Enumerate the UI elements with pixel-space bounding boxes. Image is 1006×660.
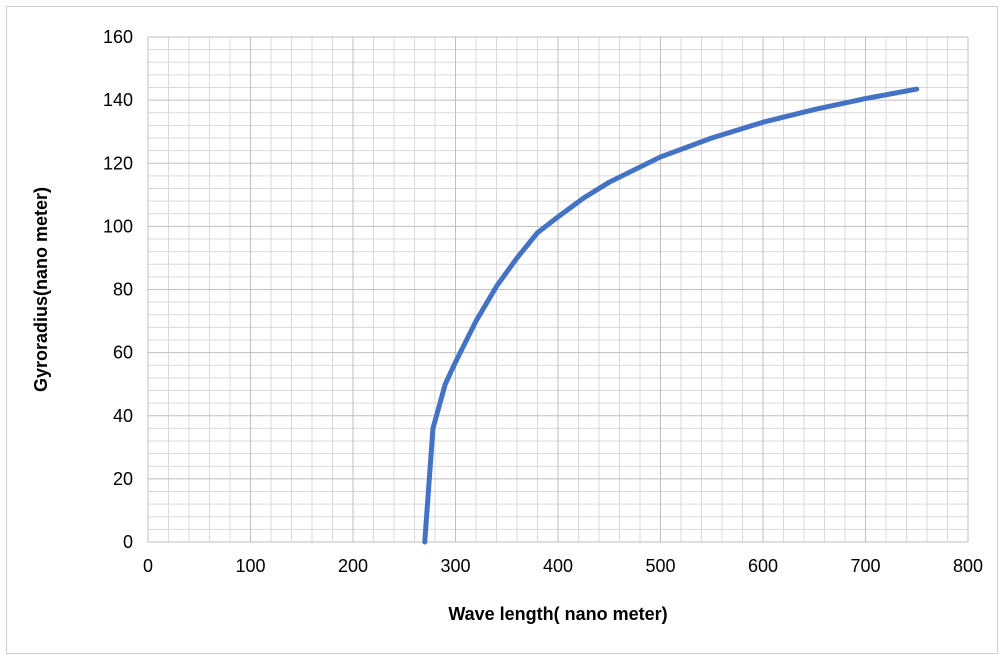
x-tick-label: 300 (440, 556, 470, 576)
x-tick-label: 500 (645, 556, 675, 576)
chart-frame: 0 100 200 300 400 500 600 700 800 0 20 40 60 80 100 12… (6, 6, 998, 654)
y-tick-label: 0 (123, 532, 133, 552)
x-tick-label: 100 (235, 556, 265, 576)
y-tick-label: 160 (103, 27, 133, 47)
series-line (422, 86, 920, 545)
y-tick-label: 120 (103, 153, 133, 173)
y-tick-label: 100 (103, 216, 133, 236)
y-tick-label: 80 (113, 280, 133, 300)
y-axis-tick-labels: 0 20 40 60 80 100 120 140 160 (103, 27, 133, 552)
x-axis-title: Wave length( nano meter) (448, 604, 667, 624)
line-chart: 0 100 200 300 400 500 600 700 800 0 20 40 60 80 100 12… (31, 27, 983, 624)
y-tick-label: 20 (113, 469, 133, 489)
plot-area (422, 86, 920, 545)
x-axis-tick-labels: 0 100 200 300 400 500 600 700 800 (143, 556, 983, 576)
y-tick-label: 40 (113, 406, 133, 426)
x-tick-label: 200 (338, 556, 368, 576)
y-axis-title: Gyroradius(nano meter) (31, 187, 51, 392)
x-tick-label: 600 (748, 556, 778, 576)
x-tick-label: 700 (850, 556, 880, 576)
x-tick-label: 800 (953, 556, 983, 576)
x-tick-label: 400 (543, 556, 573, 576)
y-tick-label: 60 (113, 343, 133, 363)
y-tick-label: 140 (103, 90, 133, 110)
x-tick-label: 0 (143, 556, 153, 576)
